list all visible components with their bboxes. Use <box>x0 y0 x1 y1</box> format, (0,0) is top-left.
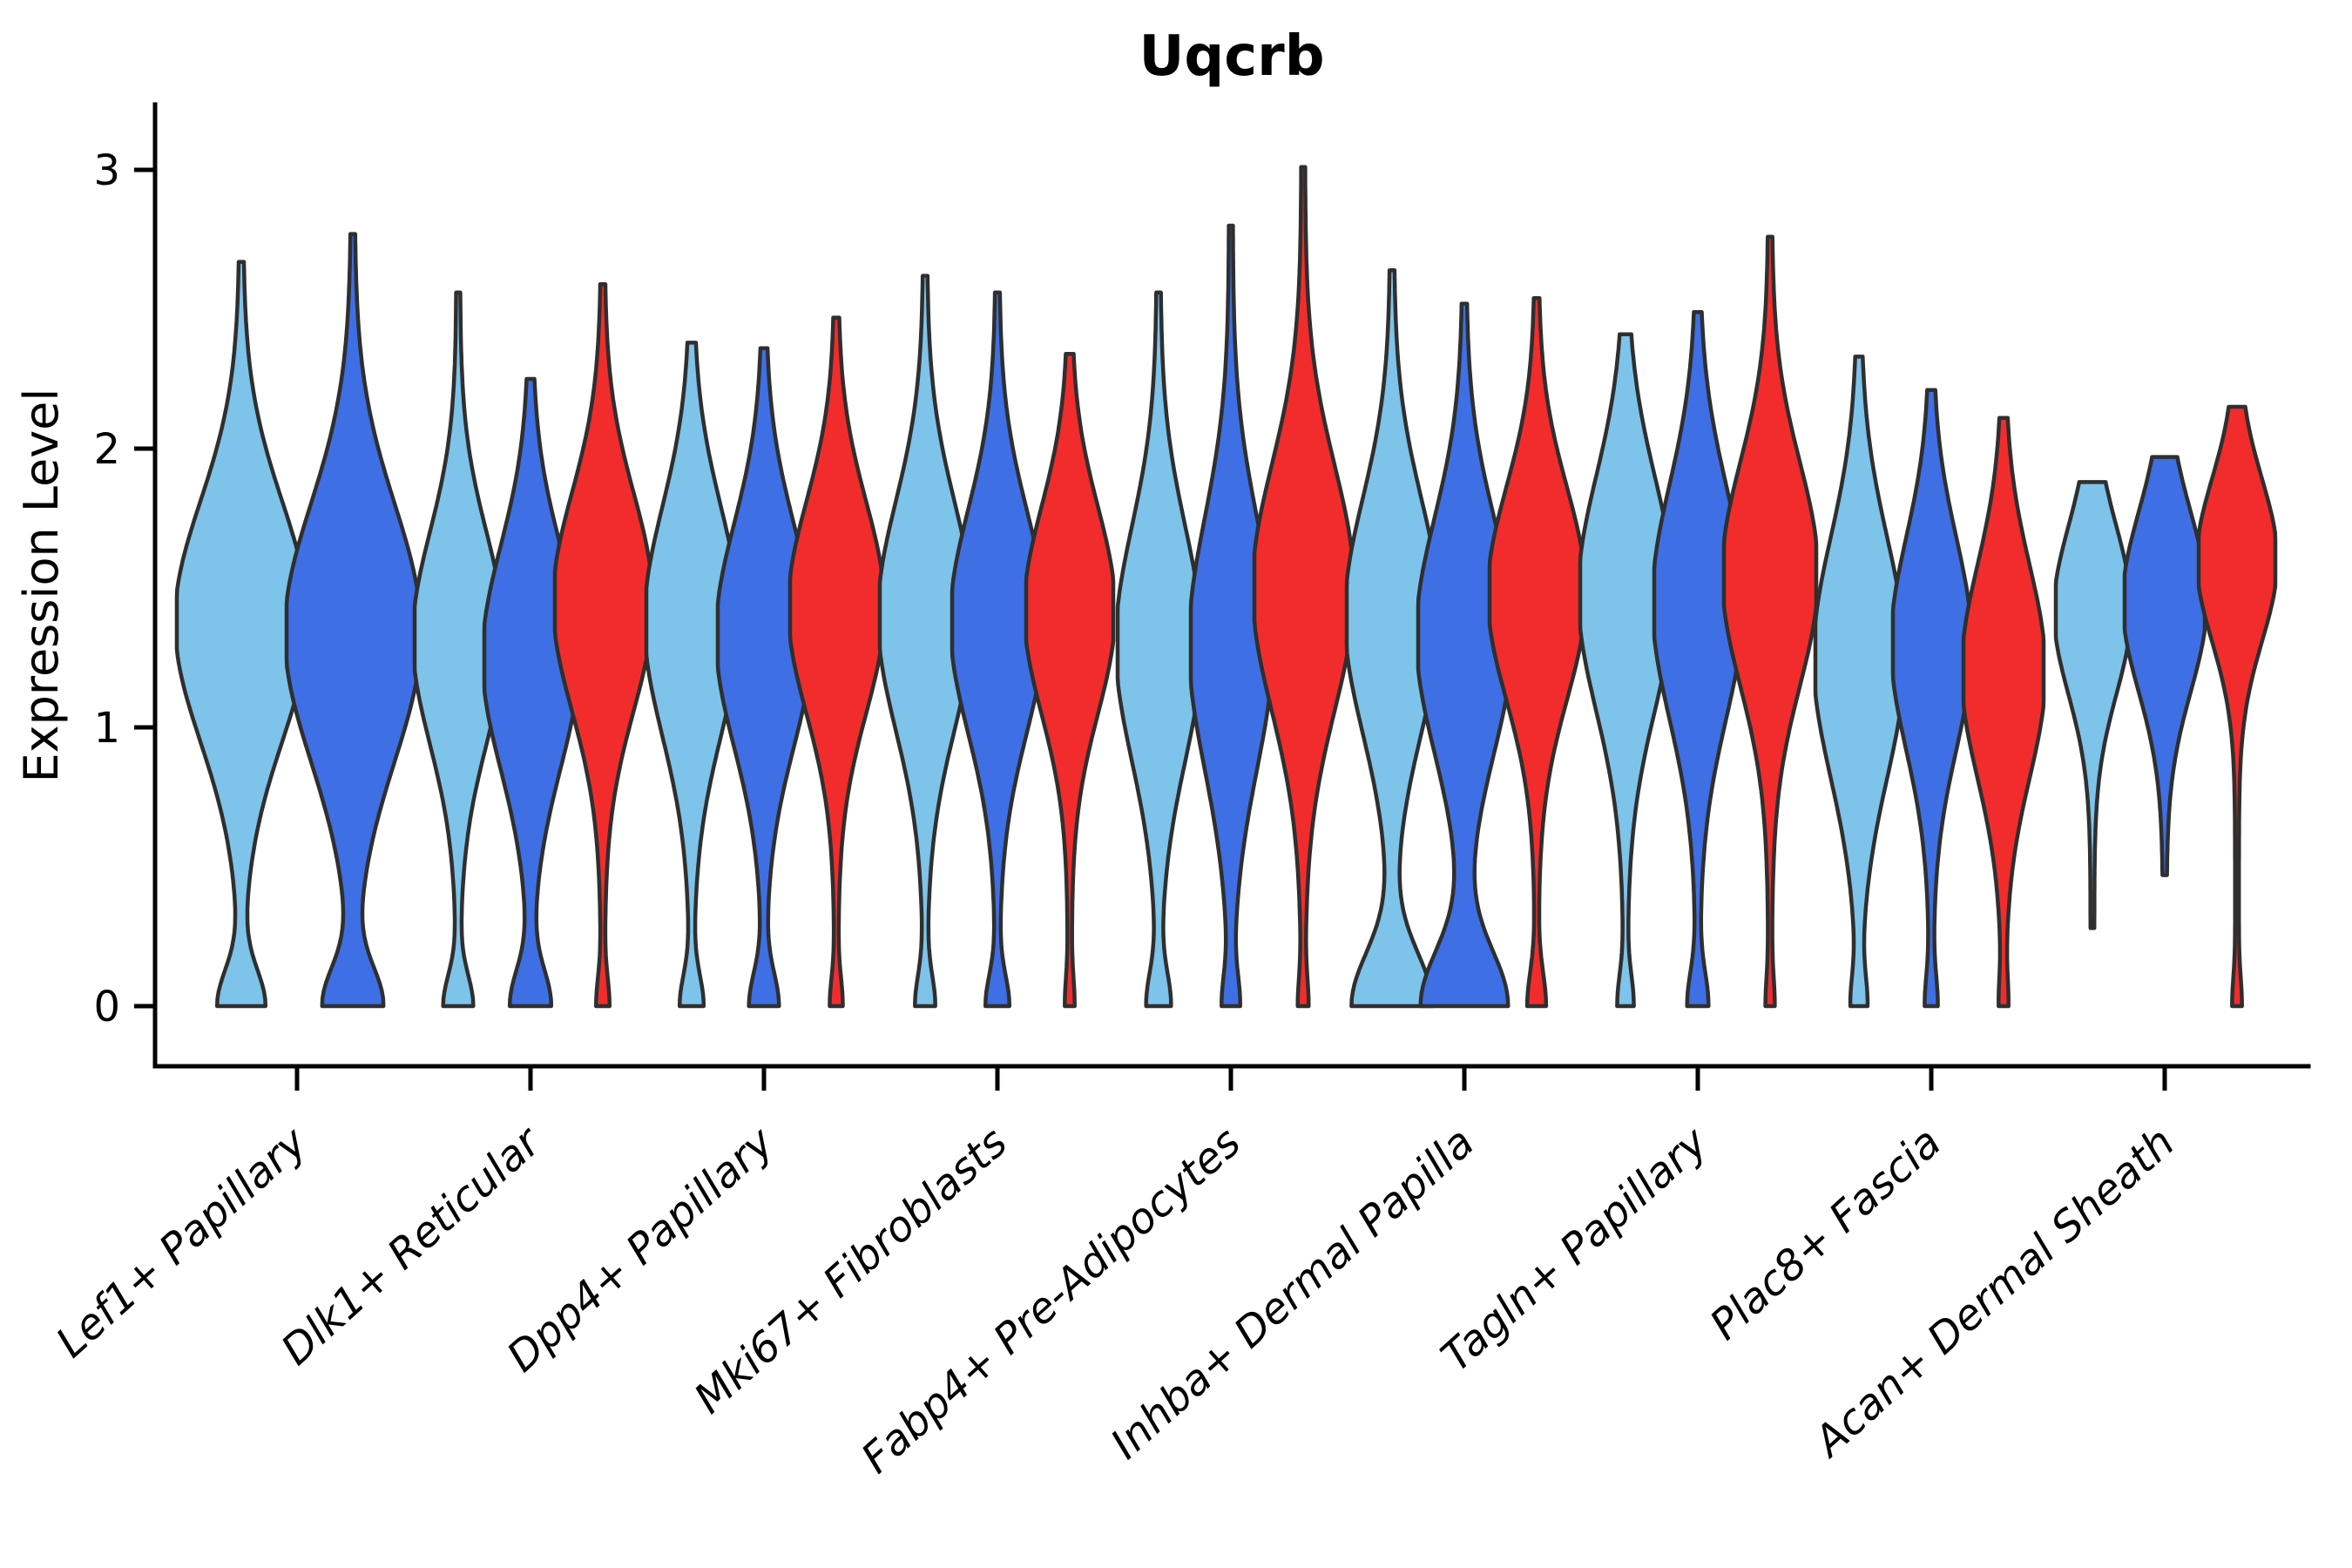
chart-title: Uqcrb <box>1139 24 1324 89</box>
violin-lef1-papillary-condition-1 <box>174 260 308 1009</box>
violin-plac8-fascia-condition-3 <box>1961 416 2046 1009</box>
y-axis-label: Expression Level <box>14 389 69 783</box>
violin-plac8-fascia-condition-1 <box>1813 355 1905 1009</box>
x-tick-label-fabp4-pre-adipocytes: Fabp4+ Pre-Adipocytes <box>852 1118 1250 1483</box>
violin-dpp4-papillary-condition-2 <box>715 346 813 1009</box>
violin-tagln-papillary-condition-1 <box>1578 332 1673 1009</box>
violins-layer <box>174 165 2278 1009</box>
violin-lef1-papillary-condition-2 <box>284 232 422 1009</box>
violin-dlk1-reticular-condition-1 <box>412 290 504 1009</box>
violin-mki67-fibroblasts-condition-1 <box>877 274 973 1009</box>
violin-fabp4-pre-adipocytes-condition-3 <box>1252 165 1355 1009</box>
violin-acan-dermal-sheath-condition-2 <box>2122 455 2207 877</box>
violin-inhba-dermal-papilla-condition-1 <box>1344 267 1440 1009</box>
violin-dlk1-reticular-condition-2 <box>482 376 579 1009</box>
y-tick-label-2: 2 <box>93 425 120 474</box>
violin-mki67-fibroblasts-condition-3 <box>1024 351 1116 1009</box>
y-tick-label-3: 3 <box>93 146 120 195</box>
violin-plac8-fascia-condition-2 <box>1890 388 1972 1009</box>
violin-dpp4-papillary-condition-3 <box>787 315 885 1009</box>
x-tick-label-plac8-fascia: Plac8+ Fascia <box>1700 1118 1950 1349</box>
violin-mki67-fibroblasts-condition-2 <box>950 290 1045 1009</box>
violin-dlk1-reticular-condition-3 <box>552 281 653 1009</box>
violin-inhba-dermal-papilla-condition-3 <box>1487 295 1586 1009</box>
x-tick-label-lef1-papillary: Lef1+ Papillary <box>47 1118 317 1368</box>
y-tick-label-1: 1 <box>93 704 120 753</box>
violin-fabp4-pre-adipocytes-condition-2 <box>1188 223 1274 1009</box>
violin-inhba-dermal-papilla-condition-2 <box>1416 301 1513 1009</box>
violin-tagln-papillary-condition-2 <box>1652 309 1744 1009</box>
violin-fabp4-pre-adipocytes-condition-1 <box>1115 290 1202 1009</box>
violin-tagln-papillary-condition-3 <box>1721 234 1819 1009</box>
violin-dpp4-papillary-condition-1 <box>644 341 740 1009</box>
violin-acan-dermal-sheath-condition-3 <box>2196 404 2278 1009</box>
violin-acan-dermal-sheath-condition-1 <box>2053 480 2132 930</box>
y-tick-label-0: 0 <box>93 983 120 1031</box>
